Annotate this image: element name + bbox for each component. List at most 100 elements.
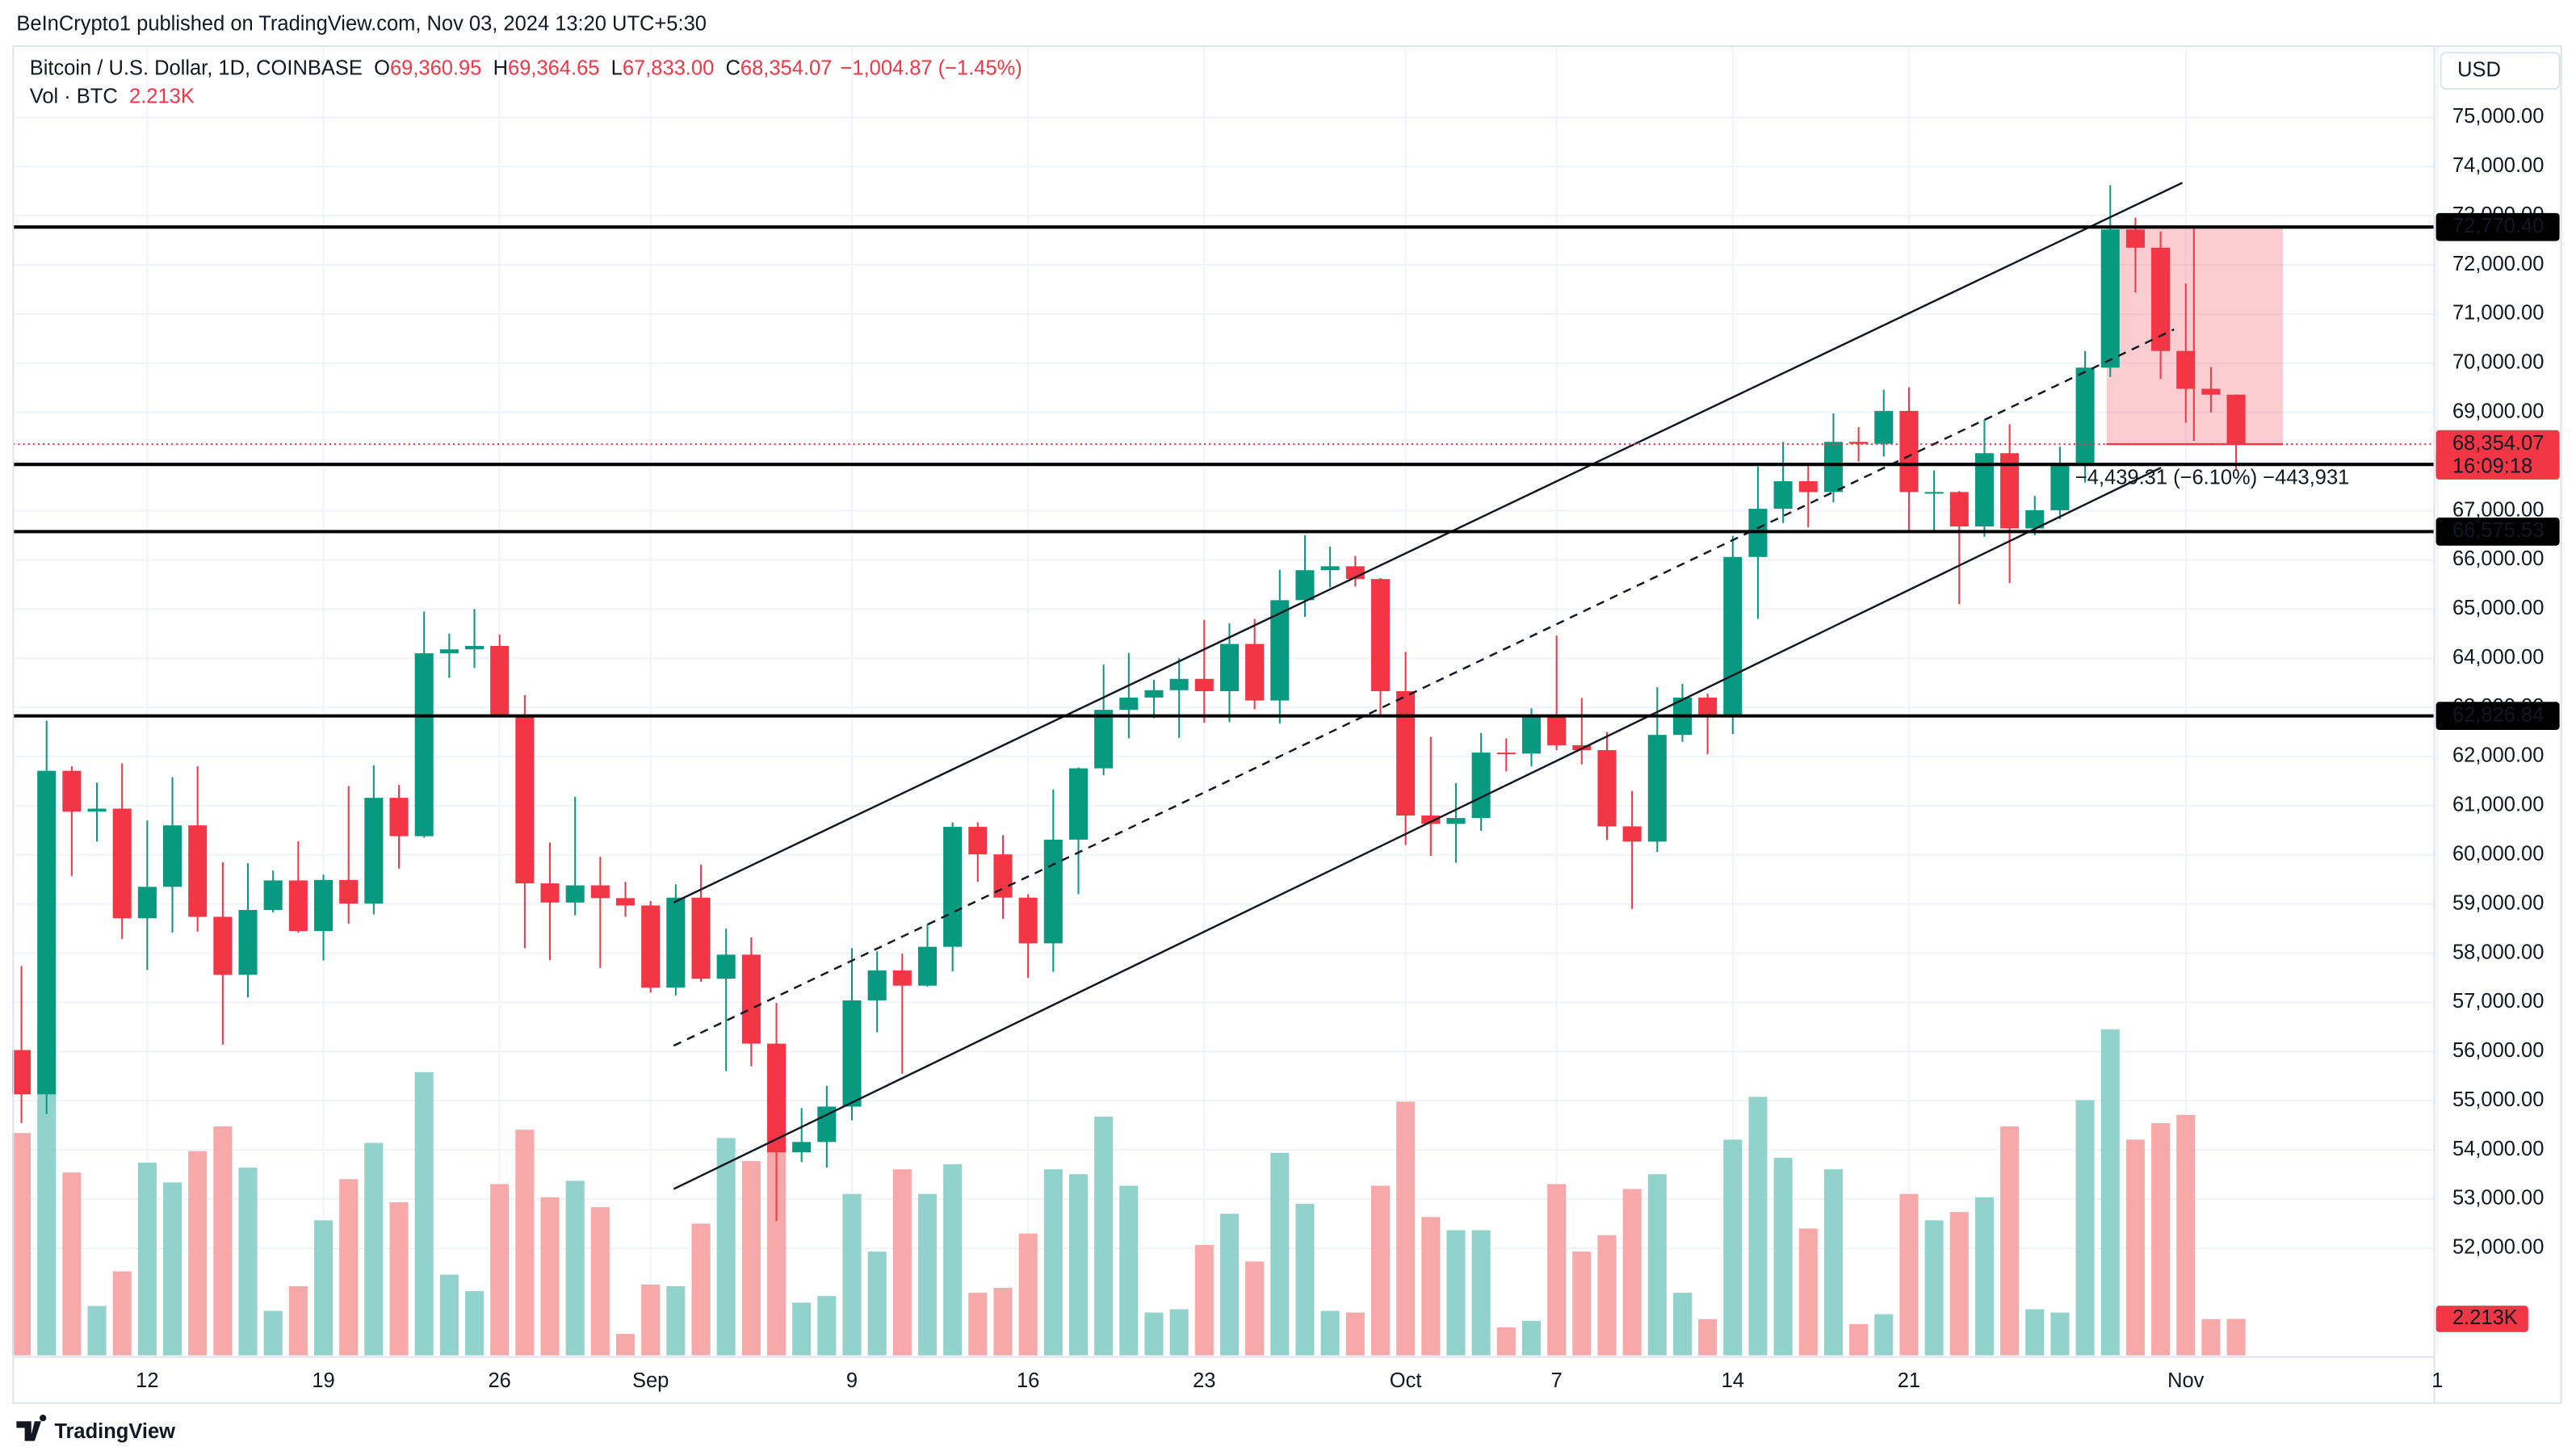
volume-bar	[263, 1310, 283, 1356]
volume-bar	[87, 1306, 107, 1356]
volume-bar	[842, 1193, 862, 1356]
candle-body	[2100, 229, 2120, 368]
level-tag	[2435, 518, 2560, 546]
countdown: 16:09:18	[2452, 455, 2532, 477]
channel-lower	[673, 467, 2162, 1190]
candle-body	[1119, 697, 1139, 711]
legend-symbol: Bitcoin / U.S. Dollar, 1D, COINBASE	[30, 57, 363, 79]
volume-bar	[993, 1287, 1013, 1356]
volume-bar	[389, 1201, 409, 1356]
volume-bar	[1194, 1244, 1214, 1356]
y-tick-label: 61,000.00	[2452, 794, 2544, 816]
volume-bar	[1496, 1327, 1516, 1356]
candle-body	[2125, 229, 2145, 248]
volume-bar	[615, 1334, 636, 1356]
y-tick-label: 64,000.00	[2452, 646, 2544, 669]
x-tick-label: 16	[1017, 1369, 1039, 1392]
channel-middle	[673, 328, 2175, 1047]
volume-bar	[1446, 1230, 1466, 1356]
volume-bar	[1899, 1193, 1919, 1356]
volume-value: 2.213K	[129, 85, 195, 107]
candle-body	[1723, 556, 1743, 715]
volume-bar	[2025, 1309, 2045, 1356]
volume-bar	[1698, 1319, 1718, 1356]
volume-bar	[2125, 1139, 2145, 1356]
volume-bar	[1823, 1169, 1843, 1356]
candle-body	[1245, 644, 1265, 701]
volume-bar	[1421, 1217, 1441, 1356]
volume-bar	[1773, 1157, 1793, 1356]
volume-bar	[1974, 1197, 1994, 1356]
channel-upper	[673, 182, 2184, 904]
y-tick-label: 54,000.00	[2452, 1138, 2544, 1160]
volume-bar	[917, 1193, 938, 1356]
logo-text: TradingView	[54, 1420, 175, 1443]
candle-body	[641, 905, 661, 988]
volume-bar	[1270, 1152, 1290, 1356]
legend-change: −1,004.87 (−1.45%)	[841, 57, 1022, 79]
volume-bar	[439, 1274, 459, 1356]
volume-bar	[1798, 1228, 1818, 1356]
volume-bar	[1547, 1184, 1567, 1356]
volume-bar	[490, 1184, 510, 1356]
y-tick-label: 69,000.00	[2452, 400, 2544, 422]
candle-body	[817, 1106, 837, 1143]
volume-bar	[12, 1133, 31, 1356]
candle-body	[490, 645, 510, 715]
axes: 52,000.00 53,000.00 54,000.00 55,000.00 56,0…	[136, 105, 2560, 1392]
candle-body	[188, 825, 208, 917]
x-tick-label: 12	[136, 1369, 158, 1392]
legend-value: 69,360.95	[390, 57, 481, 79]
x-tick-label: 9	[846, 1369, 858, 1392]
volume-bar	[1572, 1252, 1592, 1356]
volume-bar	[339, 1179, 359, 1356]
volume-bar	[590, 1207, 610, 1356]
volume-bar	[1622, 1189, 1642, 1356]
candle-body	[37, 770, 57, 1095]
volume-bar	[691, 1223, 711, 1356]
candle-body	[1597, 750, 1617, 827]
volume-bar	[565, 1180, 585, 1356]
currency-box[interactable]	[2440, 52, 2561, 90]
candle-body	[162, 825, 183, 887]
volume-bar	[1597, 1235, 1617, 1356]
measure-label: −4,439.31 (−6.10%) −443,931	[2075, 467, 2349, 489]
candle-body	[288, 880, 308, 932]
candle-body	[87, 808, 107, 812]
x-tick-label: 23	[1193, 1369, 1215, 1392]
publish-header: BeInCrypto1 published on TradingView.com…	[16, 12, 707, 35]
level-tag	[2435, 212, 2560, 241]
volume-bar	[213, 1126, 233, 1356]
logo: TradingView	[16, 1415, 175, 1443]
candle-body	[842, 1000, 862, 1107]
legend-key: H	[493, 57, 508, 79]
volume-bar	[943, 1164, 963, 1356]
volume-pane	[12, 1029, 2246, 1356]
volume-bar	[817, 1296, 837, 1356]
volume-bar	[1295, 1203, 1315, 1356]
volume-title: Vol · BTC	[30, 85, 118, 107]
volume-bar	[2151, 1123, 2171, 1356]
y-tick-label: 71,000.00	[2452, 302, 2544, 325]
volume-bar	[313, 1220, 334, 1356]
volume-bar	[238, 1168, 258, 1356]
candle-body	[1446, 818, 1466, 824]
candle-body	[1547, 716, 1567, 745]
candle-body	[2000, 453, 2020, 529]
candle-body	[666, 897, 686, 988]
level-label: 72,770.40	[2452, 215, 2544, 237]
x-tick-label: Oct	[1390, 1369, 1422, 1392]
candle-body	[1370, 579, 1390, 691]
candle-body	[339, 879, 359, 904]
volume-bar	[1723, 1139, 1743, 1356]
y-tick-label: 70,000.00	[2452, 351, 2544, 374]
x-tick-label: 26	[488, 1369, 510, 1392]
candle-body	[2075, 367, 2095, 464]
y-tick-label: 56,000.00	[2452, 1039, 2544, 1062]
candle-body	[565, 885, 585, 903]
level-tag	[2435, 702, 2560, 730]
candle-body	[1094, 710, 1114, 769]
volume-bar	[2050, 1312, 2070, 1356]
candle-body	[1421, 816, 1441, 824]
volume-bar	[1874, 1314, 1894, 1356]
